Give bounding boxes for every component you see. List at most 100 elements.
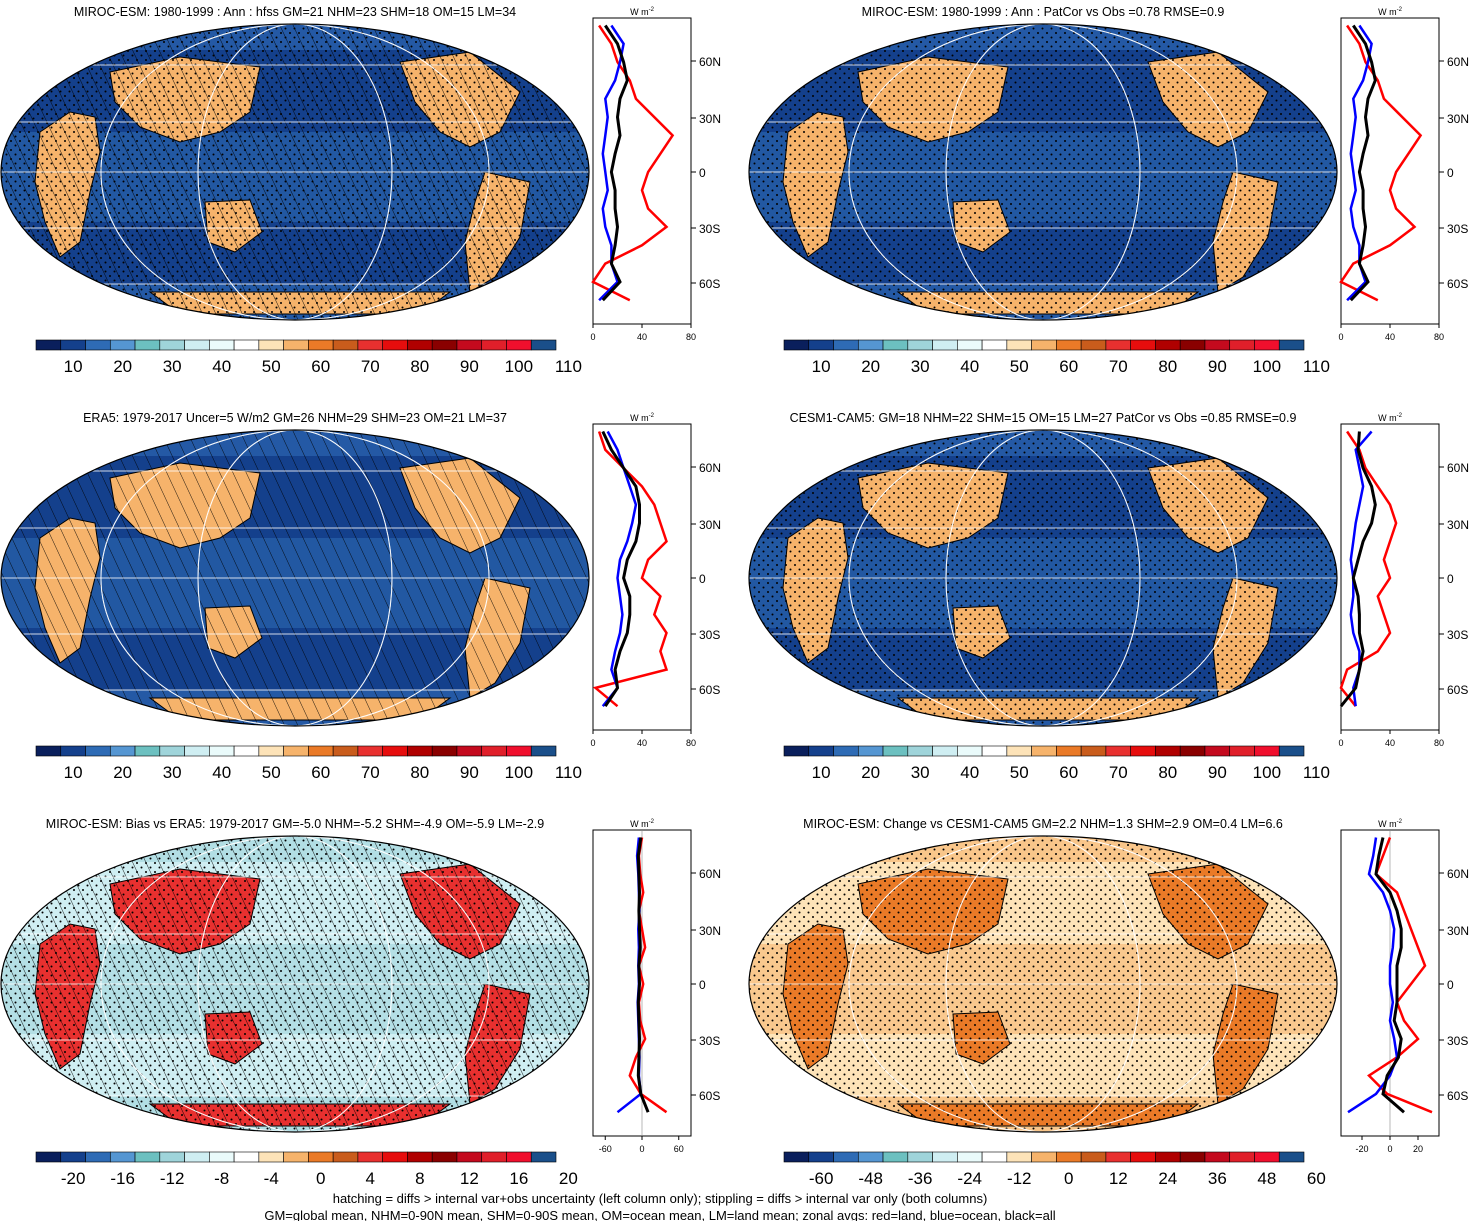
- zonal-x-label: 0: [1338, 738, 1343, 748]
- colorbar-swatch: [833, 745, 859, 757]
- colorbar-label: 90: [460, 763, 479, 782]
- lat-label: 30N: [699, 112, 721, 126]
- meridian-line: [848, 430, 1238, 726]
- colorbar-label: 70: [361, 357, 380, 376]
- zonal-mean-plot: W m-2 60N 30N 0 30S 60S -60 0 60: [592, 819, 721, 1154]
- colorbar-swatch: [882, 339, 909, 351]
- colorbar-swatch: [1179, 339, 1206, 351]
- meridian-line: [100, 836, 490, 1132]
- zonal-x-label: -20: [1355, 1144, 1368, 1154]
- colorbar-label: 20: [861, 357, 880, 376]
- map: [0, 429, 590, 727]
- lat-label: 0: [1447, 978, 1454, 992]
- colorbar-swatch: [808, 1151, 834, 1163]
- colorbar: 10 20 30 40 50 60 70 80 90 100 110: [783, 745, 1330, 782]
- colorbar-swatch: [382, 1151, 408, 1163]
- colorbar-swatch: [481, 339, 507, 351]
- colorbar-swatch: [1130, 745, 1156, 757]
- colorbar: -60 -48 -36 -24 -12 0 12 24 36 48 60: [783, 1151, 1326, 1188]
- zonal-line-land: [591, 24, 675, 302]
- colorbar-swatch: [332, 339, 359, 351]
- colorbar-swatch: [1254, 1151, 1280, 1163]
- colorbar-label: 90: [1208, 763, 1227, 782]
- colorbar-label: 10: [64, 357, 83, 376]
- colorbar-swatch: [85, 339, 111, 351]
- colorbar-swatch: [1278, 745, 1305, 757]
- zonal-line-land: [1367, 837, 1433, 1114]
- lat-label: 30S: [699, 1034, 720, 1048]
- colorbar-swatch: [431, 1151, 458, 1163]
- meridian-line: [945, 836, 1141, 1132]
- colorbar-label: 100: [1253, 357, 1281, 376]
- colorbar-swatch: [957, 339, 983, 351]
- lat-label: 60N: [1447, 461, 1469, 475]
- zonal-line-ocean: [1349, 430, 1373, 707]
- map: [748, 23, 1338, 321]
- colorbar-label: 80: [410, 763, 429, 782]
- zonal-x-label: 80: [686, 738, 696, 748]
- colorbar-label: 100: [1253, 763, 1281, 782]
- colorbar-swatch: [258, 339, 284, 351]
- zonal-unit-label: W m-2: [630, 819, 654, 829]
- colorbar-swatch: [357, 339, 383, 351]
- lat-label: 30N: [1447, 518, 1469, 532]
- colorbar-label: 16: [509, 1169, 528, 1188]
- colorbar-swatch: [456, 745, 483, 757]
- zonal-line-all: [1374, 837, 1405, 1114]
- zonal-line-all: [1349, 24, 1377, 302]
- colorbar-swatch: [308, 1151, 334, 1163]
- zonal-x-label: 0: [639, 1144, 644, 1154]
- colorbar-swatch: [233, 1151, 260, 1163]
- colorbar-swatch: [833, 339, 859, 351]
- zonal-plot-frame: [592, 17, 692, 325]
- colorbar-swatch: [882, 1151, 909, 1163]
- lat-label: 30N: [1447, 924, 1469, 938]
- lat-label: 60N: [699, 461, 721, 475]
- colorbar-swatch: [932, 1151, 958, 1163]
- panel-title: MIROC-ESM: 1980-1999 : Ann : hfss GM=21 …: [74, 5, 516, 19]
- panel-title: MIROC-ESM: 1980-1999 : Ann : PatCor vs O…: [862, 5, 1225, 19]
- panel: MIROC-ESM: Change vs CESM1-CAM5 GM=2.2 N…: [748, 817, 1469, 1188]
- colorbar-label: -24: [957, 1169, 982, 1188]
- colorbar-label: -48: [858, 1169, 883, 1188]
- colorbar-swatch: [407, 339, 433, 351]
- colorbar-label: 110: [555, 763, 582, 782]
- zonal-unit-label: W m-2: [1378, 7, 1402, 17]
- colorbar: -20 -16 -12 -8 -4 0 4 8 12 16 20: [35, 1151, 578, 1188]
- colorbar-swatch: [907, 1151, 933, 1163]
- map: [748, 429, 1338, 727]
- colorbar-swatch: [981, 1151, 1008, 1163]
- zonal-unit-label: W m-2: [630, 7, 654, 17]
- colorbar-swatch: [258, 1151, 284, 1163]
- colorbar-label: 60: [1059, 357, 1078, 376]
- zonal-line-land: [628, 837, 668, 1114]
- colorbar-swatch: [134, 745, 161, 757]
- colorbar: 10 20 30 40 50 60 70 80 90 100 110: [35, 339, 582, 376]
- colorbar-label: 110: [1303, 357, 1330, 376]
- map-outline: [0, 23, 590, 321]
- zonal-x-label: 40: [1385, 738, 1395, 748]
- colorbar-swatch: [932, 339, 958, 351]
- colorbar-label: 12: [460, 1169, 479, 1188]
- colorbar-swatch: [530, 745, 557, 757]
- colorbar-swatch: [506, 745, 532, 757]
- meridian-line: [197, 430, 393, 726]
- footnote-line-2: GM=global mean, NHM=0-90N mean, SHM=0-90…: [264, 1208, 1055, 1221]
- colorbar-swatch: [431, 745, 458, 757]
- colorbar-swatch: [1155, 339, 1181, 351]
- colorbar-label: 50: [262, 763, 281, 782]
- colorbar-swatch: [808, 745, 834, 757]
- zonal-x-label: 80: [686, 332, 696, 342]
- map-outline: [748, 23, 1338, 321]
- colorbar-swatch: [1229, 1151, 1255, 1163]
- lat-label: 0: [699, 572, 706, 586]
- panel: ERA5: 1979-2017 Uncer=5 W/m2 GM=26 NHM=2…: [0, 411, 721, 782]
- lat-label: 30S: [699, 628, 720, 642]
- zonal-x-label: 80: [1434, 332, 1444, 342]
- colorbar-label: 10: [812, 763, 831, 782]
- zonal-line-all: [636, 837, 650, 1113]
- colorbar-label: 4: [366, 1169, 375, 1188]
- colorbar-label: 110: [1303, 763, 1330, 782]
- zonal-mean-plot: W m-2 60N 30N 0 30S 60S -20 0 20: [1340, 819, 1469, 1154]
